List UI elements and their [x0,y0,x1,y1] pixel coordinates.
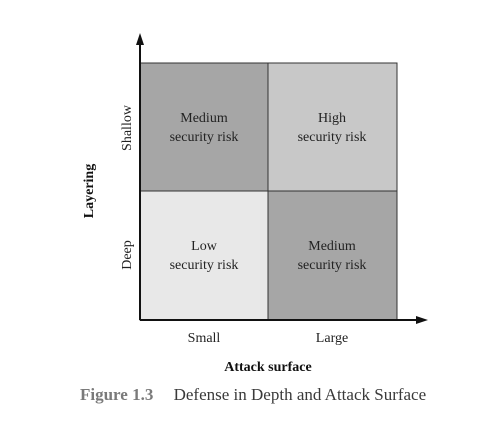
quadrant-bottom-right-line1: Medium [308,239,356,254]
y-axis-title: Layering [82,164,97,218]
x-axis-title: Attack surface [224,360,311,375]
quadrant-top-left-line2: security risk [170,130,239,145]
quadrant-bottom-left-line1: Low [191,239,218,254]
quadrant-top-left [139,62,269,192]
quadrant-top-right-line1: High [318,111,346,126]
figure-caption: Figure 1.3 Defense in Depth and Attack S… [80,385,426,404]
quadrant-top-right-line2: security risk [298,130,367,145]
quadrant-bottom-left [139,190,269,321]
y-tick-deep: Deep [120,240,135,270]
x-tick-large: Large [316,331,348,346]
caption-title: Defense in Depth and Attack Surface [174,385,427,404]
y-tick-shallow: Shallow [120,104,135,151]
quadrant-bottom-right [267,190,398,321]
quadrant-bottom-right-line2: security risk [298,258,367,273]
quadrant-top-left-line1: Medium [180,111,228,126]
caption-label: Figure 1.3 [80,385,153,404]
quadrant-bottom-left-line2: security risk [170,258,239,273]
x-tick-small: Small [188,331,221,346]
quadrant-top-right [267,62,398,192]
x-axis-arrow-icon [416,316,428,324]
y-axis-arrow-icon [136,33,144,45]
